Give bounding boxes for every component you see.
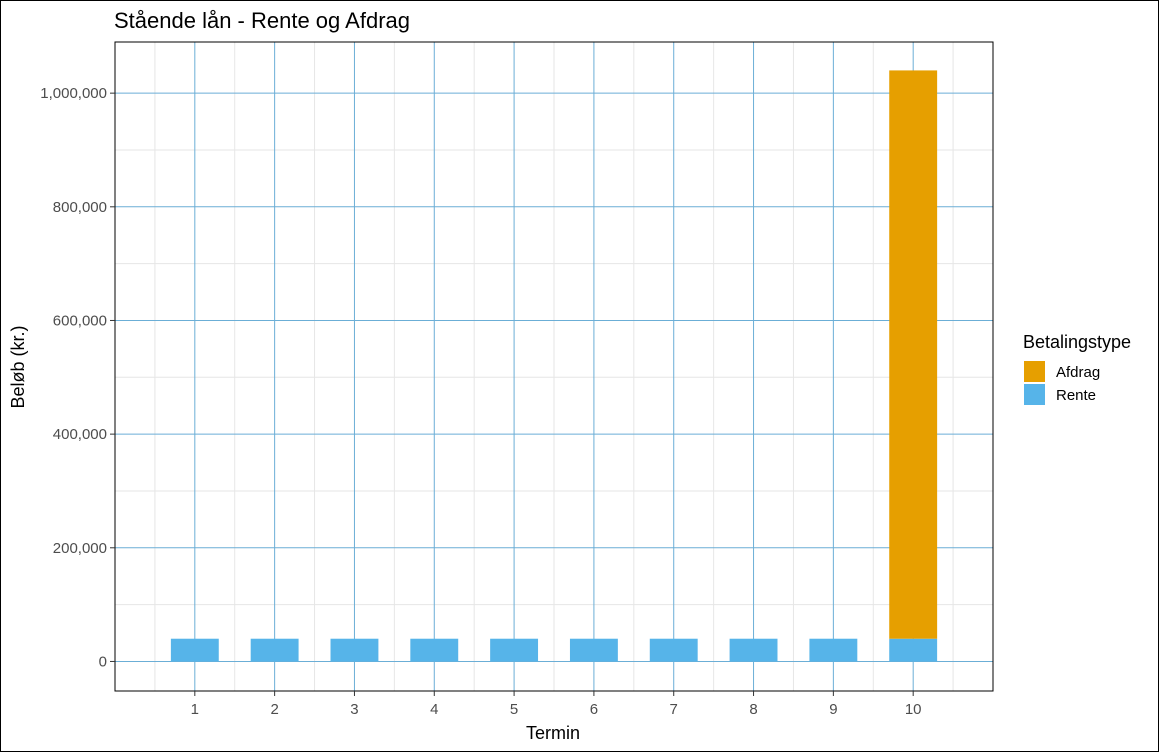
legend: Betalingstype Afdrag Rente: [1023, 332, 1131, 405]
bar-rente-10: [889, 638, 938, 662]
y-tick-label: 0: [99, 653, 107, 670]
y-tick-label: 1,000,000: [40, 85, 107, 102]
bar-rente-1: [170, 638, 219, 662]
bar-rente-9: [809, 638, 858, 662]
y-tick-label: 400,000: [53, 426, 107, 443]
bar-rente-5: [490, 638, 539, 662]
x-tick-label: 1: [191, 701, 199, 718]
x-tick-label: 4: [430, 701, 438, 718]
x-tick-label: 3: [350, 701, 358, 718]
y-tick-label: 800,000: [53, 199, 107, 216]
legend-label-afdrag: Afdrag: [1056, 364, 1100, 381]
x-axis-title: Termin: [526, 723, 580, 743]
x-tick-label: 2: [270, 701, 278, 718]
legend-swatch-rente: [1024, 384, 1045, 405]
bar-rente-6: [569, 638, 618, 662]
x-axis-ticks: 1 2 3 4 5 6 7 8 9 10: [191, 691, 922, 718]
grid: [115, 42, 993, 691]
bar-rente-3: [330, 638, 379, 662]
x-tick-label: 6: [590, 701, 598, 718]
y-tick-label: 600,000: [53, 312, 107, 329]
legend-swatch-afdrag: [1024, 361, 1045, 382]
y-axis-title: Beløb (kr.): [8, 325, 28, 408]
y-tick-label: 200,000: [53, 540, 107, 557]
x-tick-label: 8: [749, 701, 757, 718]
bar-rente-4: [410, 638, 459, 662]
x-tick-label: 7: [670, 701, 678, 718]
panel-border: [114, 41, 994, 692]
bar-rente-2: [250, 638, 299, 662]
bar-rente-7: [649, 638, 698, 662]
y-axis-ticks: 0 200,000 400,000 600,000 800,000 1,000,000: [40, 85, 115, 670]
bar-afdrag-10: [889, 70, 938, 639]
bars: [170, 70, 938, 662]
legend-title: Betalingstype: [1023, 332, 1131, 352]
chart-title: Stående lån - Rente og Afdrag: [114, 8, 410, 33]
x-tick-label: 10: [905, 701, 922, 718]
legend-label-rente: Rente: [1056, 387, 1096, 404]
x-tick-label: 5: [510, 701, 518, 718]
bar-rente-8: [729, 638, 778, 662]
x-tick-label: 9: [829, 701, 837, 718]
